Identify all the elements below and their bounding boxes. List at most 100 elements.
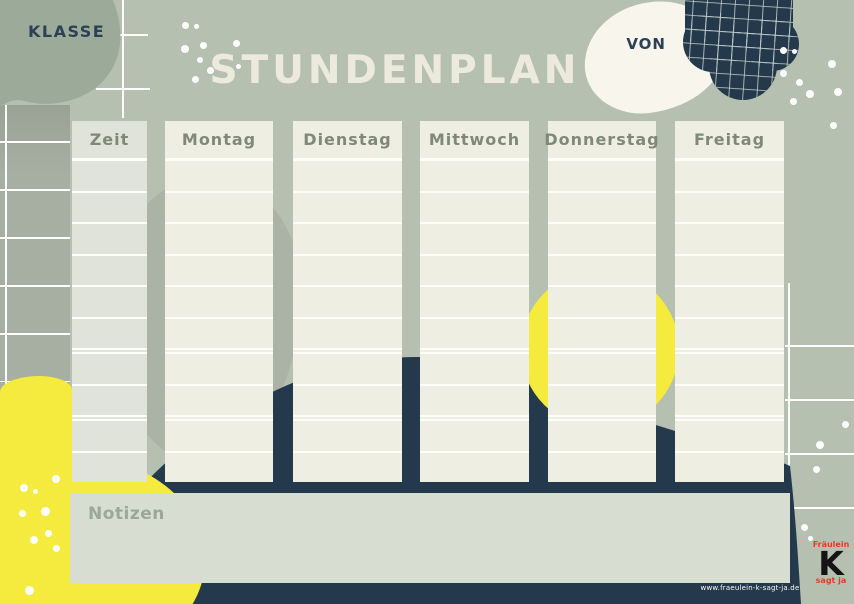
column-header-donnerstag: Donnerstag	[544, 130, 660, 149]
von-label: VON	[626, 34, 666, 53]
timetable-cell	[675, 193, 784, 223]
dot-decoration	[182, 22, 189, 29]
notes-label: Notizen	[88, 504, 165, 524]
timetable-cell	[675, 386, 784, 416]
dot-decoration	[41, 507, 50, 516]
timetable-cell	[420, 319, 529, 349]
timetable-cell	[165, 256, 273, 286]
dot-decoration	[207, 67, 214, 74]
row-separator	[165, 285, 273, 287]
timetable-cell	[675, 319, 784, 349]
dot-decoration	[830, 122, 837, 129]
timetable-cell	[675, 354, 784, 384]
header-separator	[293, 158, 402, 161]
timetable-cell	[420, 224, 529, 254]
row-separator	[548, 253, 656, 256]
timetable-cell	[72, 256, 147, 286]
timetable-cell	[293, 453, 402, 483]
dot-decoration	[808, 536, 813, 541]
dot-decoration	[45, 530, 52, 537]
row-separator	[420, 190, 529, 193]
timetable-cell	[420, 453, 529, 483]
column-donnerstag: Donnerstag	[544, 121, 660, 482]
klasse-blob	[0, 0, 121, 107]
dot-decoration	[792, 49, 797, 54]
row-separator	[420, 253, 529, 256]
row-separator	[293, 348, 402, 354]
row-separator	[420, 415, 529, 421]
timetable-cell	[548, 256, 656, 286]
row-separator	[165, 383, 273, 386]
header-separator	[548, 158, 656, 161]
row-separator	[548, 348, 656, 354]
dot-decoration	[236, 64, 241, 69]
row-separator	[293, 253, 402, 256]
header-separator	[72, 158, 147, 161]
timetable-cell	[548, 421, 656, 451]
timetable-cell	[293, 421, 402, 451]
row-separator	[165, 316, 273, 319]
dot-decoration	[834, 88, 842, 96]
dot-decoration	[25, 586, 34, 595]
column-header-zeit: Zeit	[89, 130, 130, 149]
row-separator	[293, 415, 402, 421]
column-montag: Montag	[165, 121, 273, 482]
row-separator	[165, 450, 273, 453]
timetable-cell	[675, 224, 784, 254]
timetable-cell	[293, 354, 402, 384]
column-zeit: Zeit	[72, 121, 147, 482]
timetable-cell	[420, 287, 529, 317]
timetable-cell	[293, 161, 402, 191]
row-separator	[293, 285, 402, 287]
timetable-cell	[165, 287, 273, 317]
row-separator	[420, 222, 529, 224]
dot-decoration	[192, 76, 199, 83]
header-separator	[675, 158, 784, 161]
row-separator	[548, 383, 656, 386]
timetable-cell	[72, 354, 147, 384]
timetable-cell	[420, 386, 529, 416]
row-separator	[675, 316, 784, 319]
header-separator	[420, 158, 529, 161]
dot-decoration	[197, 57, 203, 63]
column-mittwoch: Mittwoch	[420, 121, 529, 482]
timetable-cell	[675, 287, 784, 317]
row-separator	[420, 383, 529, 386]
dot-decoration	[33, 489, 38, 494]
row-separator	[72, 348, 147, 354]
row-separator	[72, 415, 147, 421]
dot-decoration	[194, 24, 199, 29]
timetable-cell	[293, 287, 402, 317]
timetable-cell	[548, 193, 656, 223]
row-separator	[293, 190, 402, 193]
row-separator	[675, 285, 784, 287]
website-url: www.fraeulein-k-sagt-ja.de	[700, 584, 800, 592]
row-separator	[420, 285, 529, 287]
row-separator	[675, 383, 784, 386]
row-separator	[548, 222, 656, 224]
dot-decoration	[200, 42, 207, 49]
row-separator	[675, 190, 784, 193]
timetable-cell	[72, 193, 147, 223]
grid-patch-line	[96, 88, 150, 90]
timetable-cell	[293, 256, 402, 286]
dot-decoration	[19, 510, 26, 517]
row-separator	[548, 415, 656, 421]
timetable-cell	[548, 354, 656, 384]
row-separator	[548, 190, 656, 193]
timetable-cell	[72, 287, 147, 317]
right-grid-band	[785, 283, 854, 515]
timetable-cell	[72, 421, 147, 451]
dot-decoration	[52, 475, 60, 483]
brand-logo: Fräulein K sagt ja	[808, 541, 854, 585]
row-separator	[675, 253, 784, 256]
brand-name-top: Fräulein	[812, 540, 850, 549]
timetable-cell	[675, 453, 784, 483]
brand-letter-k: K	[818, 544, 844, 583]
timetable-cell	[548, 161, 656, 191]
row-separator	[675, 348, 784, 354]
timetable-cell	[72, 453, 147, 483]
row-separator	[293, 316, 402, 319]
column-freitag: Freitag	[675, 121, 784, 482]
dot-decoration	[181, 45, 189, 53]
